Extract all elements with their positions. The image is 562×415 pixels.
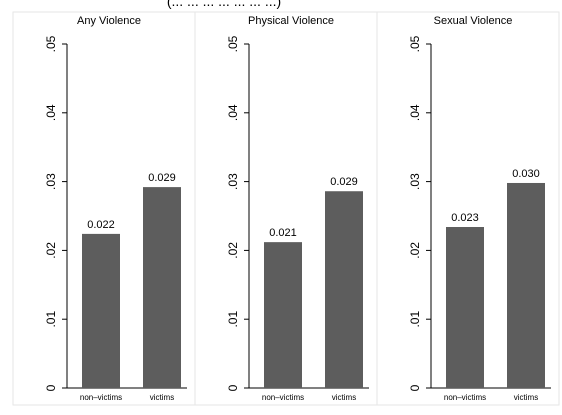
x-category-label: non–victims — [262, 393, 304, 402]
y-tick-label: .01 — [44, 311, 58, 328]
y-tick-label: .04 — [226, 104, 240, 121]
chart-panel: Any Violence 0 .01 .02 .03 .04 .05 0.022 non–vic… — [12, 11, 196, 406]
y-tick-label: .04 — [44, 104, 58, 121]
bar-value-label: 0.029 — [148, 172, 176, 184]
x-category-label: victims — [514, 393, 538, 402]
y-tick-label: .05 — [226, 35, 240, 52]
x-category-label: non–victims — [80, 393, 122, 402]
bar — [325, 191, 363, 388]
y-tick-label: 0 — [44, 384, 58, 391]
bar — [446, 227, 484, 388]
x-category-label: victims — [332, 393, 356, 402]
bar — [507, 182, 545, 388]
y-tick-label: .04 — [408, 104, 422, 121]
x-category-label: victims — [150, 393, 174, 402]
y-tick-label: 0 — [226, 384, 240, 391]
panel-title: Sexual Violence — [434, 15, 513, 27]
bar — [143, 187, 181, 388]
bar — [82, 233, 120, 388]
y-tick-label: .01 — [226, 311, 240, 328]
chart-panel: Sexual Violence 0 .01 .02 .03 .04 .05 0.023 non–… — [376, 11, 560, 406]
bar-value-label: 0.021 — [269, 227, 297, 239]
bar — [264, 242, 302, 388]
figure-title: (... ... ... ... ... ... ...) — [167, 0, 281, 9]
panel-title: Physical Violence — [248, 15, 334, 27]
y-tick-label: .05 — [408, 35, 422, 52]
panel-title: Any Violence — [77, 15, 141, 27]
y-tick-label: 0 — [408, 384, 422, 391]
bar-value-label: 0.030 — [512, 168, 540, 180]
y-tick-label: .02 — [408, 242, 422, 259]
y-tick-label: .02 — [226, 242, 240, 259]
chart-panel: Physical Violence 0 .01 .02 .03 .04 .05 0.021 no… — [194, 11, 378, 406]
y-tick-label: .02 — [44, 242, 58, 259]
chart-panels: Any Violence 0 .01 .02 .03 .04 .05 0.022 non–vic… — [12, 11, 560, 406]
y-tick-label: .01 — [408, 311, 422, 328]
y-tick-label: .03 — [408, 173, 422, 190]
y-tick-label: .05 — [44, 35, 58, 52]
bar-value-label: 0.029 — [330, 176, 358, 188]
y-tick-label: .03 — [44, 173, 58, 190]
x-category-label: non–victims — [444, 393, 486, 402]
bar-value-label: 0.023 — [451, 212, 479, 224]
bar-value-label: 0.022 — [87, 219, 115, 231]
y-tick-label: .03 — [226, 173, 240, 190]
